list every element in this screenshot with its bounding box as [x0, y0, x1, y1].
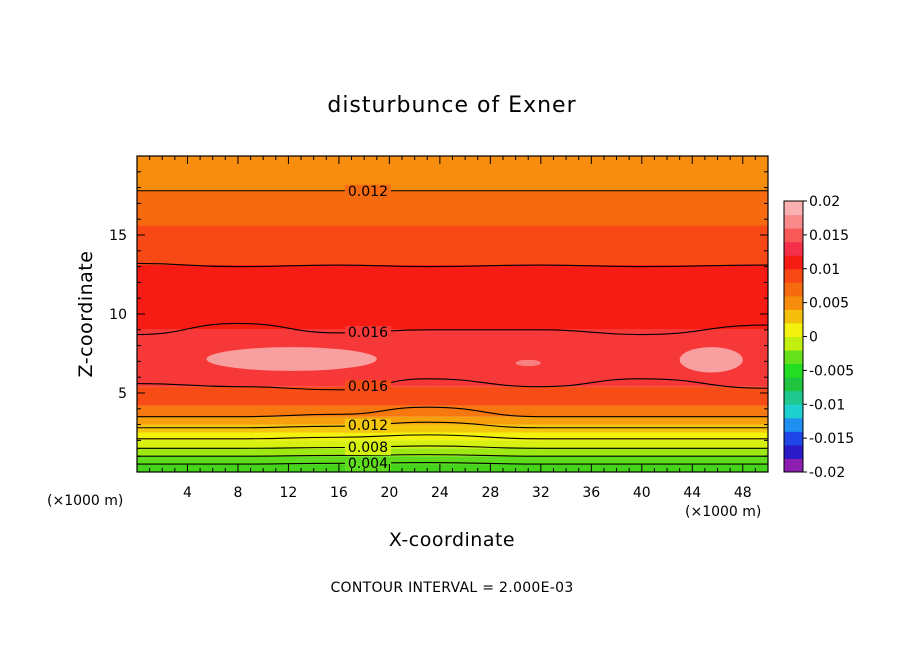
contour-label-gap: [344, 325, 392, 340]
colorbar-segment: [784, 255, 803, 270]
colorbar-segment: [784, 431, 803, 446]
contour-line-8: [137, 262, 768, 268]
colorbar-tick-label: -0.015: [809, 431, 854, 447]
colorbar: 0.02 0.015 0.01 0.005 0 -0.005 -0.01 -0.015 -0.0…: [783, 194, 854, 481]
contour-line-6: [137, 378, 768, 391]
colorbar-segment: [784, 228, 803, 243]
colorbar-segment: [784, 282, 803, 297]
x-tick-label: 48: [734, 485, 752, 501]
colorbar-segment: [784, 458, 803, 473]
colorbar-segment: [784, 404, 803, 419]
contour-line-4: [137, 421, 768, 429]
x-tick-label: 16: [330, 485, 348, 501]
colorbar-tick-label: 0.01: [809, 262, 840, 278]
colorbar-segment: [784, 214, 803, 229]
x-tick-label: 44: [683, 485, 701, 501]
x-axis-ticks: 4 8 12 16 20 24 28 32 36 40 44 48: [149, 156, 756, 501]
colorbar-tick-label: -0.005: [809, 363, 854, 379]
contour-label-3: 0.016: [348, 379, 388, 395]
colorbar-tick-label: -0.01: [809, 397, 845, 413]
x-unit-right: (×1000 m): [685, 504, 761, 520]
colorbar-segment: [784, 336, 803, 351]
colorbar-segment: [784, 201, 803, 216]
y-tick-label: 5: [118, 386, 127, 402]
y-axis-label: Z-coordinate: [75, 251, 97, 378]
contour-label-4: 0.016: [348, 325, 388, 341]
contour-label-gap: [344, 380, 392, 395]
fill-band-6: [137, 416, 768, 425]
x-tick-label: 24: [431, 485, 449, 501]
y-tick-label: 10: [109, 307, 127, 323]
colorbar-tick-label: -0.02: [809, 465, 845, 481]
contour-line-5: [137, 406, 768, 418]
fill-band-8: [137, 386, 768, 406]
colorbar-segment: [784, 322, 803, 337]
colorbar-segment: [784, 417, 803, 432]
x-tick-label: 28: [481, 485, 499, 501]
contour-label-5: 0.012: [348, 184, 388, 200]
colorbar-tick-label: 0: [809, 330, 818, 346]
fill-band-10: [137, 265, 768, 330]
fill-band-3: [137, 440, 768, 449]
colorbar-segment: [784, 377, 803, 392]
fill-band-5: [137, 424, 768, 433]
colorbar-tick-label: 0.015: [809, 228, 849, 244]
contour-fill-bands: [137, 156, 768, 472]
contour-line-1: [137, 454, 768, 457]
colorbar-segment: [784, 241, 803, 256]
fill-band-11: [137, 225, 768, 266]
contour-label-0: 0.004: [348, 456, 388, 472]
maximum-regions: [206, 347, 743, 373]
fill-band-4: [137, 432, 768, 441]
colorbar-segment: [784, 295, 803, 310]
colorbar-segment: [784, 444, 803, 459]
contour-label-1: 0.008: [348, 440, 388, 456]
fill-band-1: [137, 456, 768, 465]
x-unit-left: (×1000 m): [47, 493, 123, 509]
x-tick-label: 20: [380, 485, 398, 501]
colorbar-segment: [784, 390, 803, 405]
x-tick-label: 4: [183, 485, 192, 501]
contour-line-2: [137, 445, 768, 449]
y-axis-ticks: 5 10 15: [109, 171, 768, 457]
contour-label-gap: [344, 457, 392, 472]
high-region-0: [206, 347, 377, 371]
x-tick-label: 40: [633, 485, 651, 501]
x-tick-label: 32: [532, 485, 550, 501]
colorbar-tick-label: 0.005: [809, 296, 849, 312]
contour-line-3: [137, 434, 768, 440]
high-region-1: [679, 347, 743, 373]
contour-interval-note: CONTOUR INTERVAL = 2.000E-03: [330, 580, 573, 596]
contour-line-7: [137, 322, 768, 336]
fill-band-12: [137, 190, 768, 226]
contour-label-gap: [344, 184, 391, 199]
colorbar-segment: [784, 350, 803, 365]
contour-label-gap: [344, 440, 391, 455]
y-tick-label: 15: [109, 228, 127, 244]
x-tick-label: 8: [233, 485, 242, 501]
colorbar-tick-label: 0.02: [809, 194, 840, 210]
contour-label-gap: [344, 418, 391, 433]
chart-title: disturbunce of Exner: [327, 93, 576, 118]
fill-band-13: [137, 156, 768, 191]
fill-band-2: [137, 448, 768, 457]
contour-label-2: 0.012: [348, 418, 388, 434]
x-axis-label: X-coordinate: [389, 529, 515, 551]
colorbar-segment: [784, 309, 803, 324]
high-region-2: [515, 359, 541, 367]
colorbar-segment: [784, 363, 803, 378]
colorbar-segment: [784, 268, 803, 283]
x-tick-label: 12: [280, 485, 298, 501]
fill-band-7: [137, 405, 768, 417]
x-tick-label: 36: [582, 485, 600, 501]
